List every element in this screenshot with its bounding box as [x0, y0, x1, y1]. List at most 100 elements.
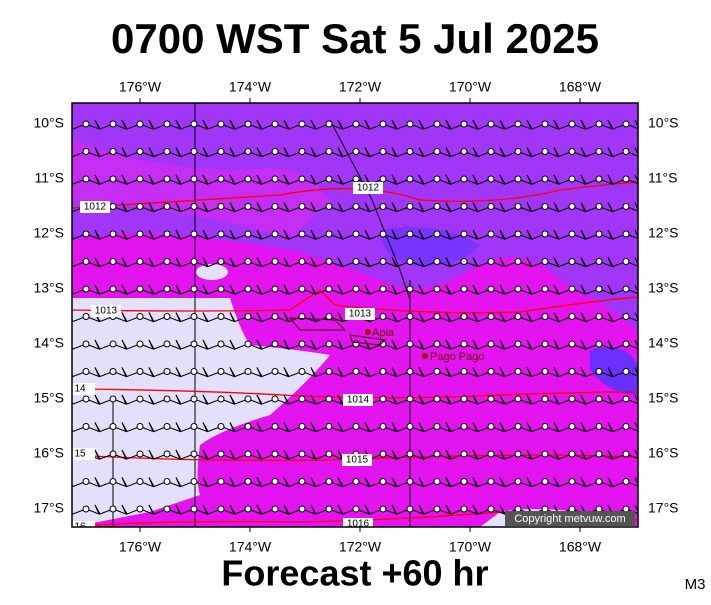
barb-station	[460, 423, 468, 430]
latitude-label: 12°S	[33, 225, 64, 241]
model-label: M3	[685, 576, 706, 593]
barb-station	[190, 395, 198, 403]
isobar-label-box	[72, 383, 95, 395]
barb-station	[595, 340, 603, 348]
wind-barb	[94, 504, 127, 515]
wind-barb	[364, 504, 397, 515]
barb-station	[352, 478, 360, 485]
barb-station	[298, 478, 306, 485]
barb-station	[136, 258, 144, 265]
barb-station	[379, 148, 387, 155]
barb-station	[352, 175, 360, 183]
wind-barb	[553, 257, 586, 268]
barb-station	[514, 395, 522, 403]
barb-station	[568, 148, 576, 155]
wind-barb	[364, 202, 397, 213]
barb-station	[595, 148, 603, 155]
barb-station	[82, 313, 90, 320]
isobars	[72, 181, 638, 527]
wind-barb	[553, 202, 586, 213]
map-area: Apia Pago Pago 1012 1012 1013 1013 14 1014 15 1…	[72, 103, 638, 533]
copyright: Copyright metvuw.com	[514, 513, 625, 525]
barb-station	[379, 423, 387, 430]
barb-station	[379, 203, 387, 210]
barb-station	[190, 423, 198, 430]
barb-station	[271, 478, 279, 485]
barb-station	[568, 313, 576, 320]
barb-station	[595, 368, 603, 375]
barb-station	[217, 423, 225, 430]
wind-barb	[607, 339, 638, 350]
wind-barb	[283, 119, 316, 130]
barb-station	[298, 148, 306, 155]
barb-station	[217, 505, 225, 513]
barb-station	[136, 505, 144, 513]
wind-barb	[580, 422, 613, 433]
wind-barb	[175, 202, 208, 213]
barb-station	[298, 450, 306, 458]
wind-barb	[94, 257, 127, 268]
barb-station	[109, 505, 117, 513]
wind-barb	[553, 477, 586, 488]
barb-station	[190, 203, 198, 210]
barb-station	[595, 175, 603, 183]
barb-station	[622, 368, 630, 375]
wind-barb	[175, 174, 208, 185]
wind-barb	[526, 202, 559, 213]
barb-station	[379, 505, 387, 513]
barb-station	[163, 285, 171, 293]
barb-station	[514, 258, 522, 265]
barb-station	[406, 258, 414, 265]
wind-barb	[418, 312, 451, 323]
barb-station	[163, 175, 171, 183]
wind-barb	[283, 257, 316, 268]
wind-barb	[148, 284, 181, 295]
barb-station	[271, 203, 279, 210]
barb-station	[244, 478, 252, 485]
barb-station	[109, 230, 117, 238]
barb-station	[136, 148, 144, 155]
barb-station	[325, 120, 333, 128]
latitude-label: 10°S	[33, 115, 64, 131]
wind-barb	[94, 367, 127, 378]
barb-station	[514, 120, 522, 128]
barb-station	[379, 313, 387, 320]
barb-station	[136, 478, 144, 485]
isobar-label: 16	[74, 522, 86, 533]
isobar-label: 1015	[346, 455, 369, 466]
barb-staff	[607, 339, 638, 350]
barb-station	[163, 478, 171, 485]
barb-station	[163, 505, 171, 513]
wind-barb	[148, 394, 181, 405]
barb-station	[514, 368, 522, 375]
wind-barb	[391, 367, 424, 378]
barb-station	[568, 230, 576, 238]
barb-station	[271, 175, 279, 183]
barb-station	[298, 175, 306, 183]
barb-station	[406, 148, 414, 155]
barb-station	[352, 423, 360, 430]
wind-barb	[283, 229, 316, 240]
barb-staff	[607, 174, 638, 185]
barb-station	[406, 285, 414, 293]
wind-barb	[310, 119, 343, 130]
barb-station	[487, 505, 495, 513]
barb-station	[190, 340, 198, 348]
barb-station	[271, 450, 279, 458]
isobar-label: 1012	[357, 183, 380, 194]
wind-barb	[94, 119, 127, 130]
isobar-label-box	[72, 521, 95, 527]
wind-barb	[256, 147, 289, 158]
isobar-label-box	[343, 518, 373, 527]
isobar-label: 1014	[347, 395, 370, 406]
isobar-label-box	[80, 201, 110, 213]
isobar-label: 1013	[95, 306, 118, 317]
barb-station	[217, 368, 225, 375]
isobar-label: 1013	[349, 309, 372, 320]
light-patch	[196, 264, 228, 280]
barb-station	[379, 120, 387, 128]
latitude-label: 14°S	[648, 335, 679, 351]
barb-station	[163, 258, 171, 265]
isobar-label-box	[72, 448, 95, 460]
deep-purple	[590, 347, 638, 395]
